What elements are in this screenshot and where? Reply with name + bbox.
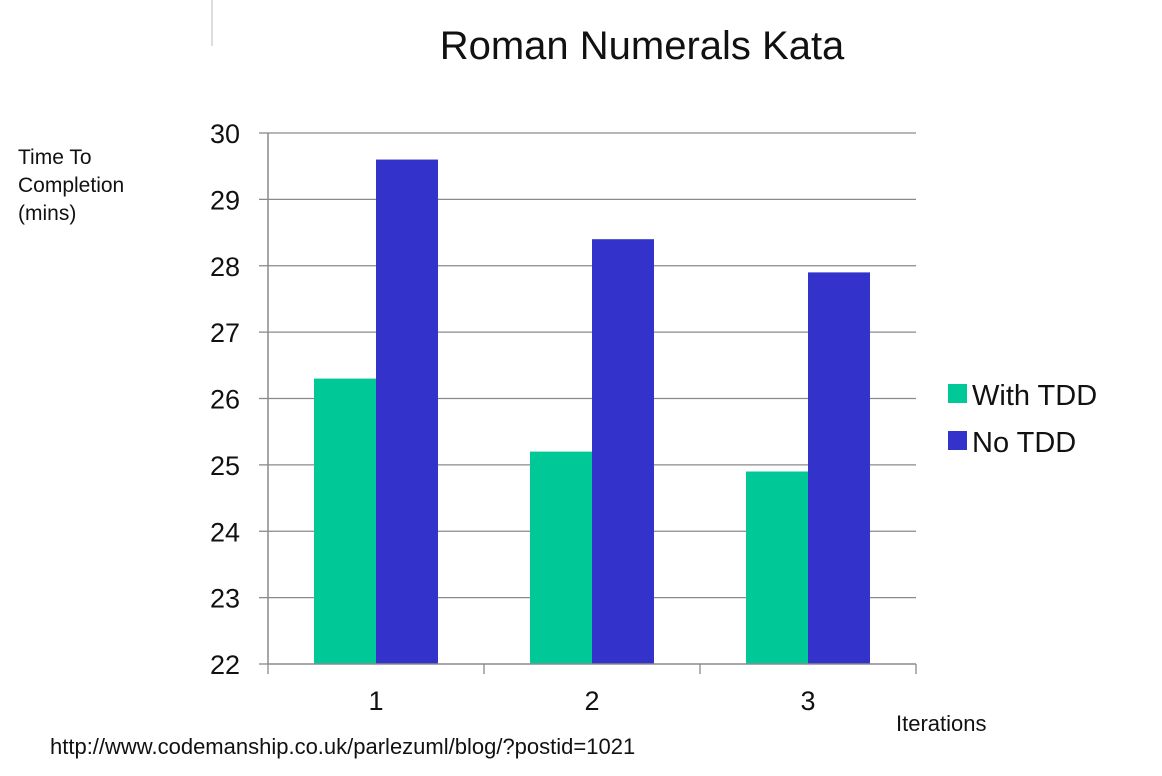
legend-swatch-no-tdd bbox=[948, 431, 967, 450]
legend-swatch-with-tdd bbox=[948, 384, 967, 403]
x-tick-label: 2 bbox=[584, 686, 599, 716]
bar-with-tdd-1 bbox=[314, 378, 376, 664]
source-url: http://www.codemanship.co.uk/parlezuml/b… bbox=[50, 734, 635, 759]
y-axis-label: Time To Completion (mins) bbox=[18, 146, 130, 225]
y-tick-label: 22 bbox=[210, 650, 240, 680]
y-tick-label: 24 bbox=[210, 517, 240, 547]
x-tick-label: 3 bbox=[800, 686, 815, 716]
bars bbox=[314, 159, 870, 665]
chart-title: Roman Numerals Kata bbox=[440, 24, 845, 68]
y-tick-label: 26 bbox=[210, 385, 240, 415]
y-tick-label: 29 bbox=[210, 185, 240, 215]
y-axis-label-line-3: (mins) bbox=[18, 202, 76, 225]
legend-label-no-tdd: No TDD bbox=[972, 427, 1076, 459]
x-tick-label: 1 bbox=[368, 686, 383, 716]
y-tick-label: 30 bbox=[210, 119, 240, 149]
bar-with-tdd-2 bbox=[530, 451, 592, 664]
y-tick-label: 23 bbox=[210, 584, 240, 614]
legend: With TDD No TDD bbox=[948, 380, 1097, 459]
bar-no-tdd-2 bbox=[592, 239, 654, 664]
y-axis-label-line-2: Completion bbox=[18, 174, 124, 197]
y-tick-label: 27 bbox=[210, 318, 240, 348]
legend-label-with-tdd: With TDD bbox=[972, 380, 1097, 412]
axes bbox=[259, 132, 917, 674]
y-axis-label-line-1: Time To bbox=[18, 146, 92, 169]
bar-with-tdd-3 bbox=[746, 471, 808, 664]
bar-no-tdd-3 bbox=[808, 272, 870, 664]
y-tick-label: 28 bbox=[210, 252, 240, 282]
x-axis-label: Iterations bbox=[896, 711, 987, 736]
bar-no-tdd-1 bbox=[376, 159, 438, 665]
y-tick-label: 25 bbox=[210, 451, 240, 481]
